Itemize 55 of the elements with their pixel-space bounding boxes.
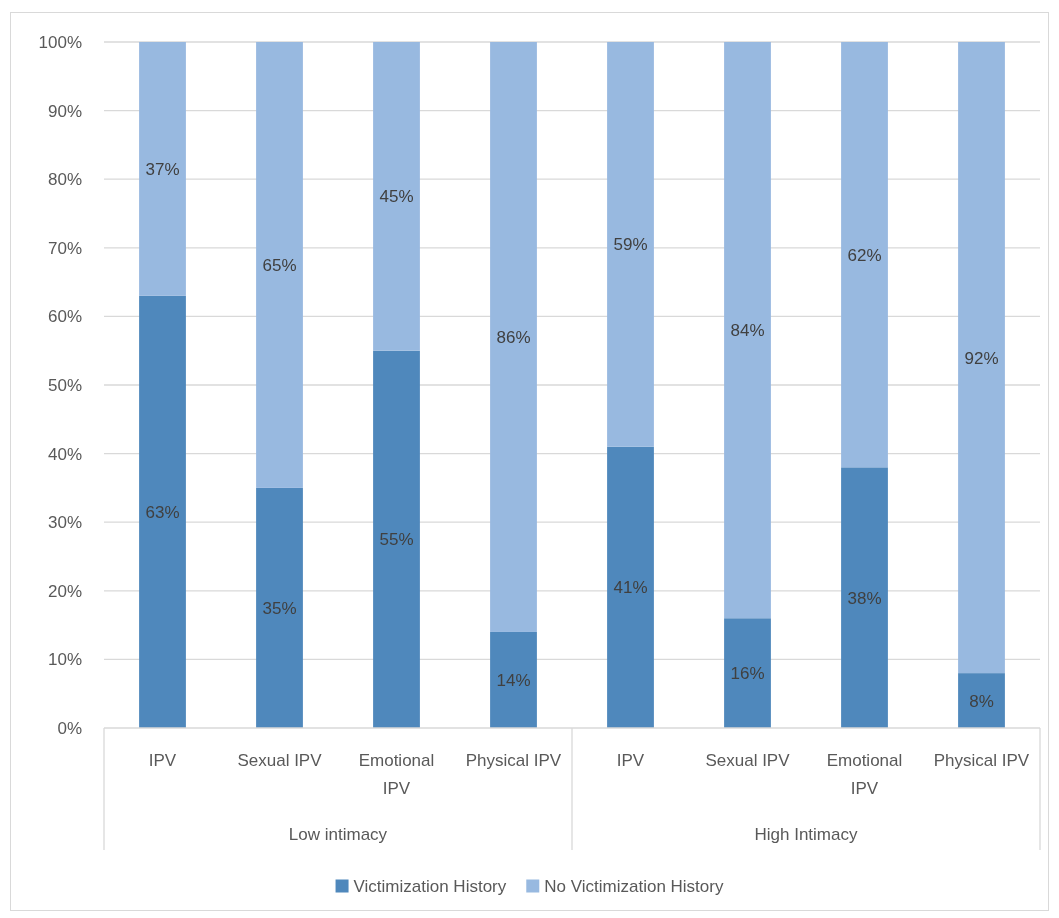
legend-label: Victimization History [353,876,507,896]
x-tick-label: Physical IPV [933,751,1030,770]
y-tick-label: 50% [47,375,82,395]
data-label: 16% [730,663,765,683]
y-tick-label: 0% [57,718,82,738]
data-label: 38% [847,588,882,608]
bar [373,350,420,728]
bar [958,673,1005,728]
bar [724,618,771,728]
bar [139,42,186,296]
data-label: 35% [262,598,297,618]
y-tick-label: 10% [47,649,82,669]
y-tick-label: 80% [47,169,82,189]
bar [841,467,888,728]
bar [841,42,888,468]
x-tick-label: Emotional IPV [826,751,903,798]
bar [607,446,654,728]
data-label: 86% [496,327,531,347]
data-label: 59% [613,234,648,254]
x-tick-label: Physical IPV [465,751,562,770]
data-label: 45% [379,186,414,206]
x-tick-label: IPV [616,751,645,770]
data-label: 92% [964,348,999,368]
data-label: 63% [145,502,180,522]
data-label: 62% [847,245,882,265]
data-label: 14% [496,670,531,690]
bar [958,42,1005,674]
bar [373,42,420,351]
text: High Intimacy [754,825,858,844]
y-tick-label: 90% [47,101,82,121]
data-label: 84% [730,320,765,340]
y-tick-label: 70% [47,238,82,258]
y-tick-label: 100% [38,32,82,52]
bar [490,631,537,728]
text: Low intimacy [288,825,388,844]
bar [724,42,771,619]
x-tick-label: Emotional IPV [358,751,435,798]
data-label: 8% [969,691,994,711]
data-label: 65% [262,255,297,275]
y-tick-label: 40% [47,444,82,464]
y-tick-label: 30% [47,512,82,532]
x-tick-label: Sexual IPV [237,751,323,770]
bar [607,42,654,447]
bar [139,295,186,728]
data-label: 55% [379,529,414,549]
y-tick-label: 20% [47,581,82,601]
x-tick-label: Sexual IPV [705,751,791,770]
bar [256,42,303,488]
bar [256,487,303,728]
legend-label: No Victimization History [544,876,724,896]
data-label: 37% [145,159,180,179]
bar [490,42,537,632]
data-label: 41% [613,577,648,597]
y-tick-label: 60% [47,306,82,326]
x-tick-label: IPV [148,751,177,770]
